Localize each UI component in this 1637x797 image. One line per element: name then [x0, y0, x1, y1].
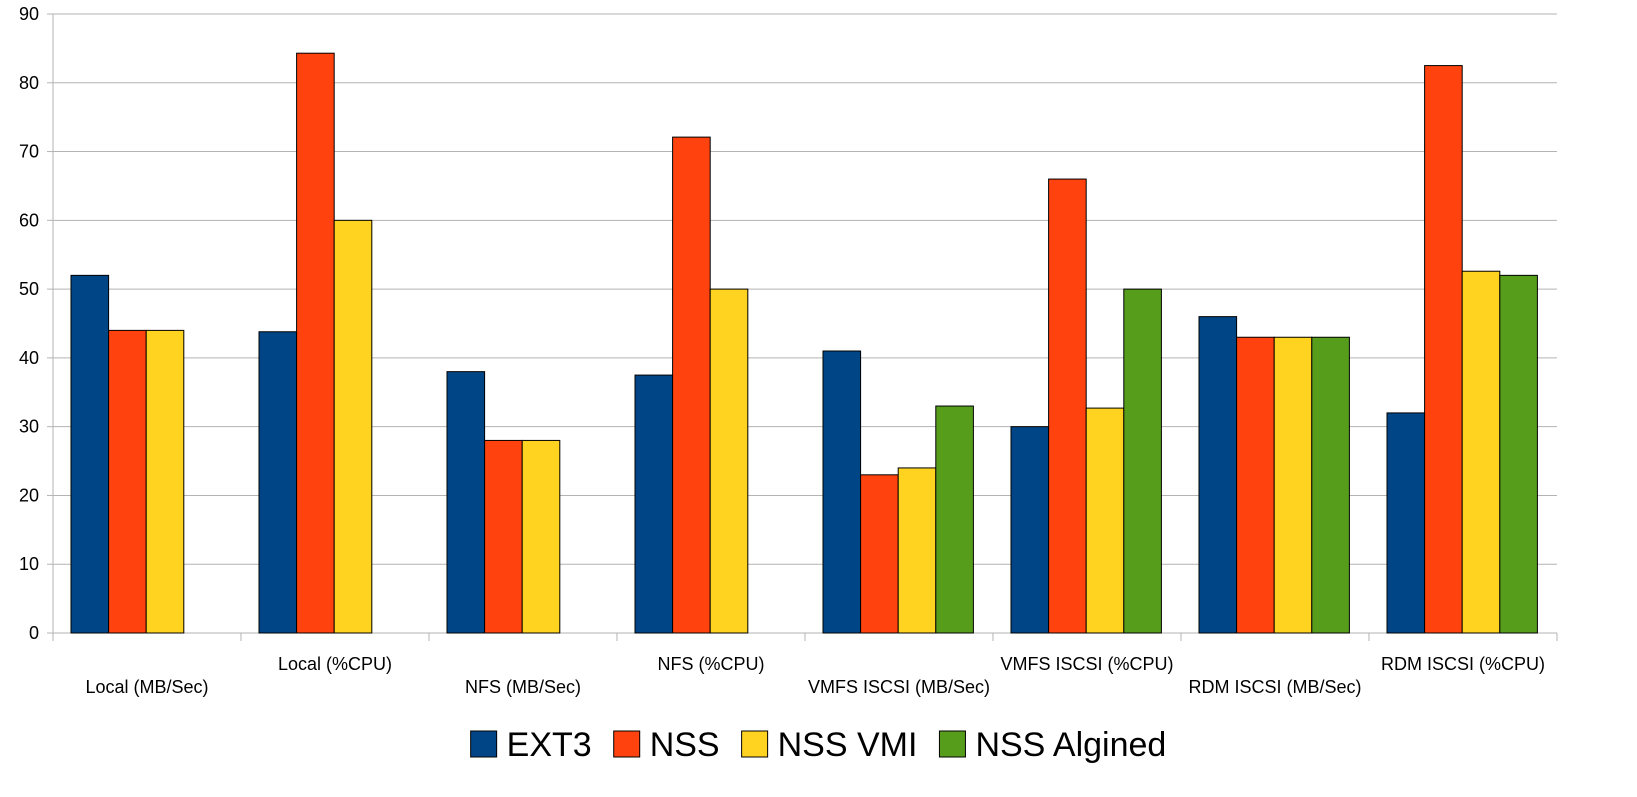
bar-nss-algined [935, 405, 974, 634]
bar-nss-algined [1499, 274, 1538, 634]
bar-ext3 [1386, 412, 1426, 634]
bar-ext3 [1198, 316, 1238, 634]
y-tick-label: 60 [19, 210, 39, 230]
bar-ext3 [446, 371, 486, 634]
legend-swatch-ext3 [470, 730, 498, 758]
y-tick-label: 30 [19, 417, 39, 437]
bar-nss-algined [1311, 336, 1350, 634]
y-tick-label: 90 [19, 4, 39, 24]
y-tick-label: 50 [19, 279, 39, 299]
bar-nss-vmi [1085, 407, 1125, 634]
bar-ext3 [822, 350, 862, 634]
x-category-label: Local (%CPU) [278, 654, 392, 674]
bar-ext3 [634, 374, 674, 634]
bar-nss-vmi [521, 439, 561, 634]
bar-nss [1236, 336, 1275, 634]
bar-nss [296, 52, 335, 634]
y-tick-label: 10 [19, 554, 39, 574]
y-tick-label: 0 [29, 623, 39, 643]
bar-nss [672, 136, 711, 634]
y-tick-label: 70 [19, 142, 39, 162]
x-category-label: Local (MB/Sec) [85, 677, 208, 697]
bar-ext3 [258, 331, 298, 634]
x-category-label: RDM ISCSI (MB/Sec) [1188, 677, 1361, 697]
bar-nss [108, 329, 147, 634]
bar-nss [484, 439, 523, 634]
legend-swatch-nss-vmi [741, 730, 769, 758]
bar-nss [1424, 65, 1463, 634]
x-category-label: VMFS ISCSI (MB/Sec) [808, 677, 990, 697]
legend-label: NSS [650, 726, 720, 764]
bar-nss [1048, 178, 1087, 634]
x-category-label: RDM ISCSI (%CPU) [1381, 654, 1545, 674]
bar-nss [860, 474, 899, 634]
x-category-label: VMFS ISCSI (%CPU) [1000, 654, 1173, 674]
y-tick-label: 40 [19, 348, 39, 368]
legend-swatch-nss [613, 730, 641, 758]
legend-label: NSS VMI [778, 726, 918, 764]
x-category-label: NFS (MB/Sec) [465, 677, 581, 697]
bar-nss-vmi [897, 467, 937, 634]
bar-nss-algined [1123, 288, 1162, 634]
y-tick-label: 20 [19, 485, 39, 505]
legend-label: NSS Algined [975, 726, 1166, 764]
x-category-label: NFS (%CPU) [658, 654, 765, 674]
bar-nss-vmi [333, 219, 373, 634]
bar-ext3 [70, 274, 110, 634]
legend-label: EXT3 [507, 726, 592, 764]
bar-nss-vmi [1273, 336, 1313, 634]
bar-nss-vmi [145, 329, 185, 634]
bar-nss-vmi [709, 288, 749, 634]
legend-swatch-nss-algined [938, 730, 966, 758]
bar-ext3 [1010, 426, 1050, 634]
bar-nss-vmi [1461, 270, 1501, 634]
y-tick-label: 80 [19, 73, 39, 93]
